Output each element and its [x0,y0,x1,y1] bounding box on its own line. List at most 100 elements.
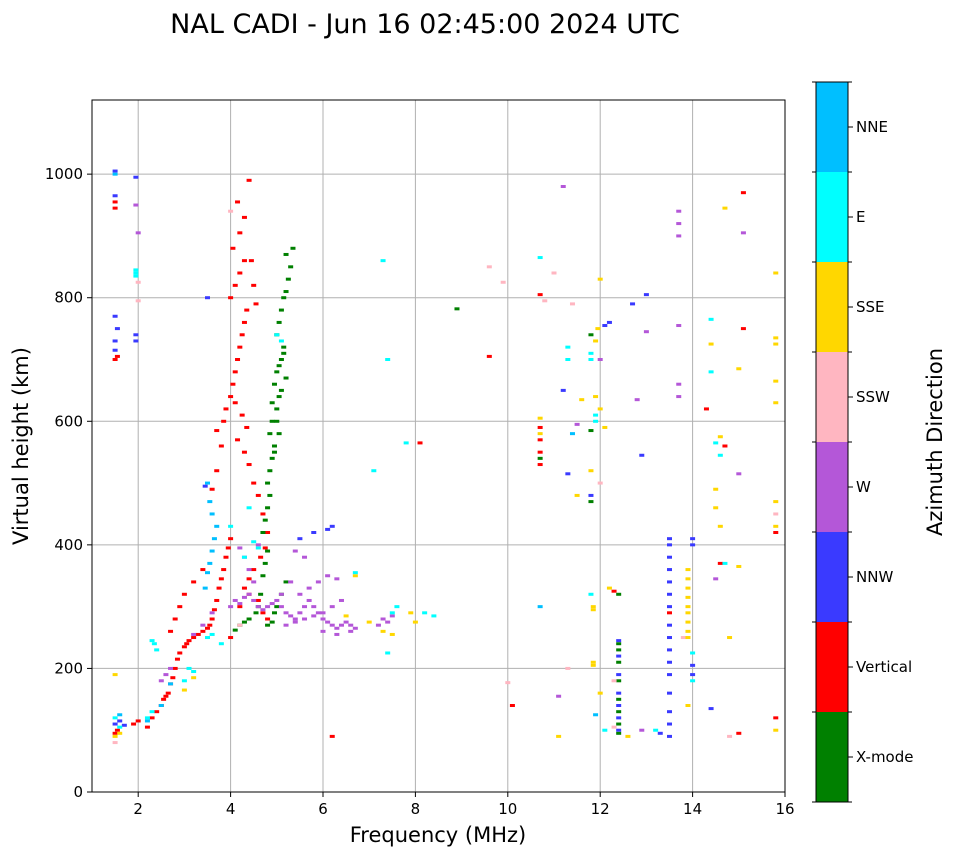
data-point-nnw [616,673,622,677]
data-point-nnw [588,493,594,497]
x-tick-label: 12 [591,800,610,818]
data-point-ssw [773,512,779,516]
data-point-nnw [112,169,118,173]
data-point-nnw [639,453,645,457]
data-point-e [722,561,728,565]
data-point-sse [685,620,691,624]
data-point-e [144,716,150,720]
chart-title: NAL CADI - Jun 16 02:45:00 2024 UTC [170,9,680,40]
data-point-vertical [237,605,243,609]
data-point-vertical [181,592,187,596]
y-tick-label: 600 [54,412,83,430]
data-point-vertical [207,623,213,627]
data-point-vertical [214,598,220,602]
data-point-vertical [486,354,492,358]
data-point-e [218,642,224,646]
data-point-w [311,614,317,618]
data-point-w [320,611,326,615]
data-point-w [338,598,344,602]
data-point-w [634,398,640,402]
data-point-sse [606,586,612,590]
data-point-xmode [265,623,271,627]
data-point-ssw [228,209,234,213]
data-point-xmode [269,401,275,405]
colorbar-segment [816,82,848,172]
data-point-w [343,620,349,624]
data-point-vertical [251,481,257,485]
data-point-ssw [597,481,603,485]
colorbar-label-item: NNW [856,568,893,586]
data-point-e [588,592,594,596]
data-point-nnw [606,320,612,324]
data-point-xmode [616,731,622,735]
data-point-e [602,728,608,732]
data-point-vertical [161,697,167,701]
data-point-w [676,234,682,238]
data-point-vertical [417,441,423,445]
data-point-vertical [228,296,234,300]
data-point-vertical [537,450,543,454]
x-tick-label: 4 [226,800,236,818]
data-point-e [690,651,696,655]
data-point-w [556,694,562,698]
data-point-e [228,524,234,528]
data-point-e [403,441,409,445]
data-point-nne [202,586,208,590]
data-point-vertical [218,577,224,581]
data-point-sse [412,620,418,624]
data-point-w [135,231,141,235]
data-point-e [565,345,571,349]
data-point-w [274,598,280,602]
data-point-sse [685,586,691,590]
data-point-sse [352,574,358,578]
data-point-ssw [680,636,686,640]
data-point-vertical [722,444,728,448]
data-point-vertical [255,493,261,497]
data-point-w [320,629,326,633]
data-point-e [246,506,252,510]
data-point-w [713,577,719,581]
data-point-sse [590,663,596,667]
data-point-e [422,611,428,615]
data-point-vertical [246,178,252,182]
data-point-vertical [717,561,723,565]
data-point-vertical [216,586,222,590]
y-tick-label: 1000 [45,165,83,183]
data-point-e [380,259,386,263]
data-point-w [288,614,294,618]
data-point-sse [590,605,596,609]
data-point-w [560,185,566,188]
data-point-w [302,617,308,621]
data-point-vertical [241,450,247,454]
data-point-vertical [168,629,174,633]
data-point-vertical [205,626,210,630]
data-point-xmode [267,493,273,497]
data-point-nnw [690,537,696,541]
data-point-xmode [267,432,273,436]
data-point-w [228,605,234,609]
data-point-e [205,636,210,640]
data-point-xmode [274,370,280,374]
data-point-xmode [269,620,275,624]
data-point-w [168,666,174,670]
data-point-ssw [551,271,557,275]
data-point-vertical [225,546,231,550]
data-point-sse [117,731,123,735]
data-point-e [191,670,197,674]
data-point-e [690,679,696,683]
data-point-sse [590,608,596,612]
data-point-xmode [616,722,622,726]
data-point-vertical [214,429,220,433]
data-point-nne [593,713,599,717]
data-point-w [302,555,308,559]
data-point-w [191,632,197,636]
data-point-xmode [269,419,275,423]
data-point-w [306,586,312,590]
data-point-sse [597,407,603,411]
data-point-vertical [262,546,268,550]
data-point-w [348,629,354,633]
data-point-vertical [209,487,215,491]
data-point-e [385,651,391,655]
data-point-sse [685,568,691,572]
colorbar-label-item: SSE [856,298,885,316]
